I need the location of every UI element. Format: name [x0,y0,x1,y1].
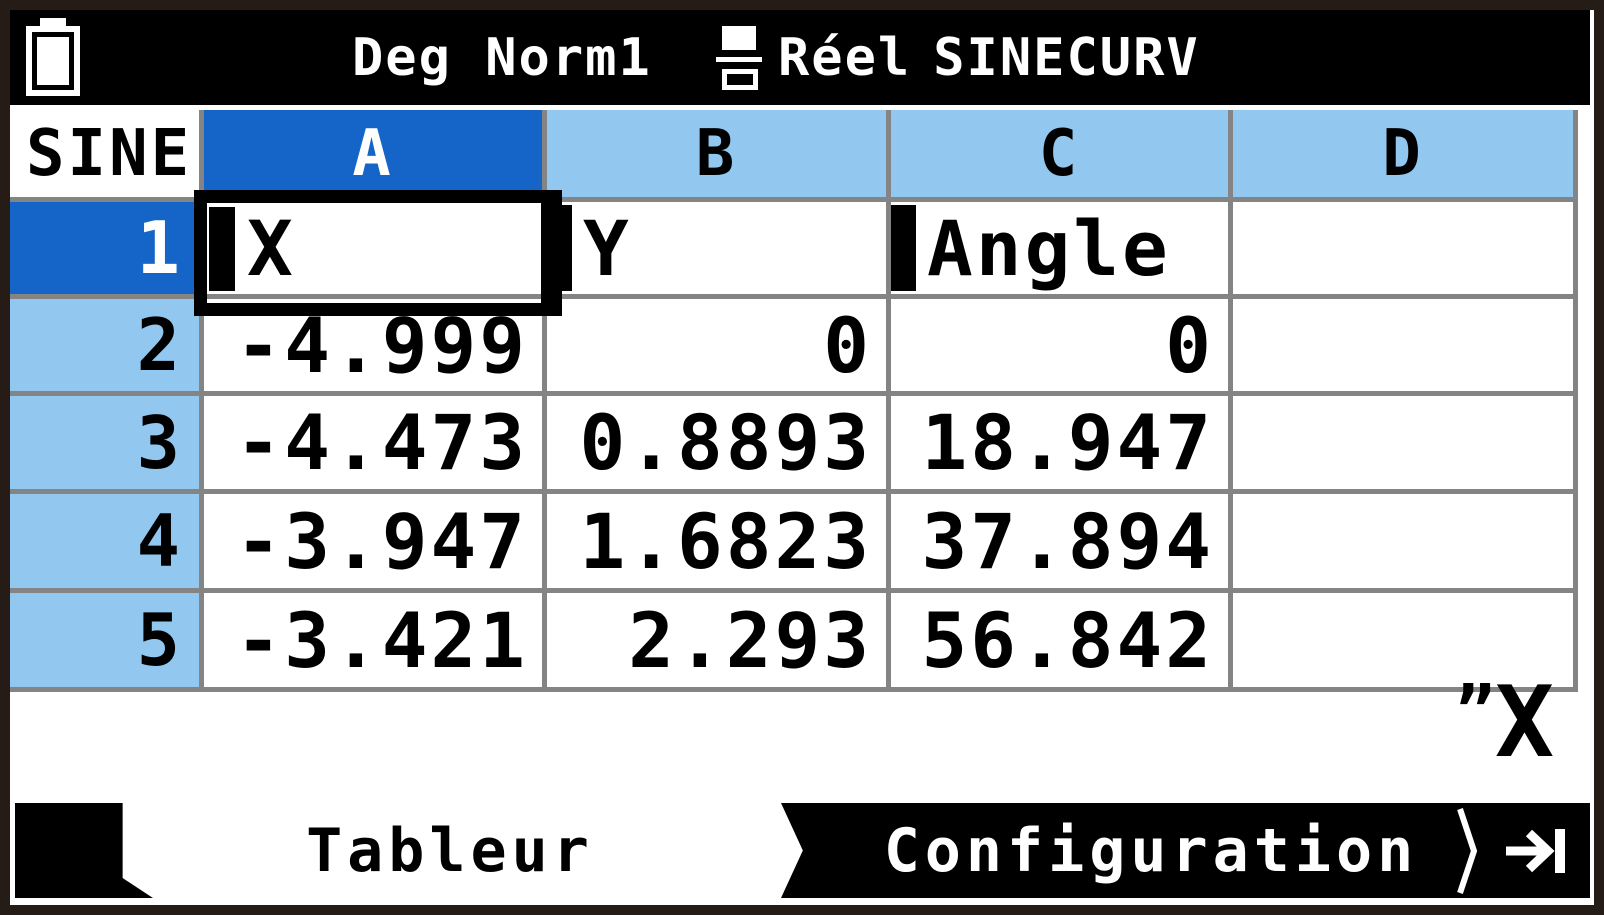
row-header-4[interactable]: 4 [10,494,204,593]
row-header-1[interactable]: 1 [10,202,204,299]
angle-display-mode: Deg Norm1 [352,27,652,88]
cell-c2[interactable]: 0 [891,299,1233,396]
cell-d1[interactable] [1233,202,1578,299]
row-header-3[interactable]: 3 [10,396,204,494]
cell-c5[interactable]: 56.842 [891,593,1233,692]
column-header-c[interactable]: C [891,110,1233,202]
table-row: 4 -3.947 1.6823 37.894 [10,494,1578,593]
cell-c3[interactable]: 18.947 [891,396,1233,494]
table-row: 3 -4.473 0.8893 18.947 [10,396,1578,494]
cell-c4[interactable]: 37.894 [891,494,1233,593]
battery-icon [26,18,80,96]
string-cell-marker [891,205,916,291]
cell-a3[interactable]: -4.473 [204,396,547,494]
cell-a1[interactable]: X [204,202,547,299]
table-row: 5 -3.421 2.293 56.842 [10,593,1578,692]
tab-configuration-label: Configuration [883,815,1419,886]
number-mode-and-file: Réel SINECURV [778,10,1200,105]
lcd-screen: Deg Norm1 Réel SINECURV SINE A B C D 1 X… [10,10,1594,905]
page-corner-icon[interactable] [15,803,153,898]
cell-b4[interactable]: 1.6823 [547,494,891,593]
spreadsheet-grid: SINE A B C D 1 X Y Angle 2 -4.999 0 0 3 … [10,110,1578,692]
cell-d4[interactable] [1233,494,1578,593]
cell-d2[interactable] [1233,299,1578,396]
cell-a4[interactable]: -3.947 [204,494,547,593]
file-name: SINECURV [933,27,1200,88]
chevron-right-icon [1457,808,1478,894]
tab-tableur[interactable]: Tableur [306,815,594,886]
row-header-2[interactable]: 2 [10,299,204,396]
tab-configuration[interactable]: Configuration [781,803,1590,898]
cell-d5[interactable] [1233,593,1578,692]
cell-a2[interactable]: -4.999 [204,299,547,396]
cell-c1[interactable]: Angle [891,202,1233,299]
column-header-b[interactable]: B [547,110,891,202]
cell-a5[interactable]: -3.421 [204,593,547,692]
string-cell-marker [547,205,572,291]
cell-b3[interactable]: 0.8893 [547,396,891,494]
cell-b2[interactable]: 0 [547,299,891,396]
number-mode: Réel [778,27,912,88]
cell-content-line: ” X [1455,666,1556,780]
cell-d3[interactable] [1233,396,1578,494]
string-quote-mark: ” [1455,672,1495,749]
column-header-a[interactable]: A [204,110,547,202]
row-header-5[interactable]: 5 [10,593,204,692]
table-row: 2 -4.999 0 0 [10,299,1578,396]
cell-b5[interactable]: 2.293 [547,593,891,692]
cell-b1[interactable]: Y [547,202,891,299]
cell-content-value: X [1494,666,1556,780]
sheet-name: SINE [10,110,204,202]
fraction-display-icon [716,26,762,90]
column-header-d[interactable]: D [1233,110,1578,202]
table-row: 1 X Y Angle [10,202,1578,299]
status-bar: Deg Norm1 Réel SINECURV [10,10,1590,105]
column-header-row: SINE A B C D [10,110,1578,202]
function-menu-bar: Tableur Configuration [10,803,1594,898]
arrow-to-bar-icon[interactable] [1503,825,1571,877]
